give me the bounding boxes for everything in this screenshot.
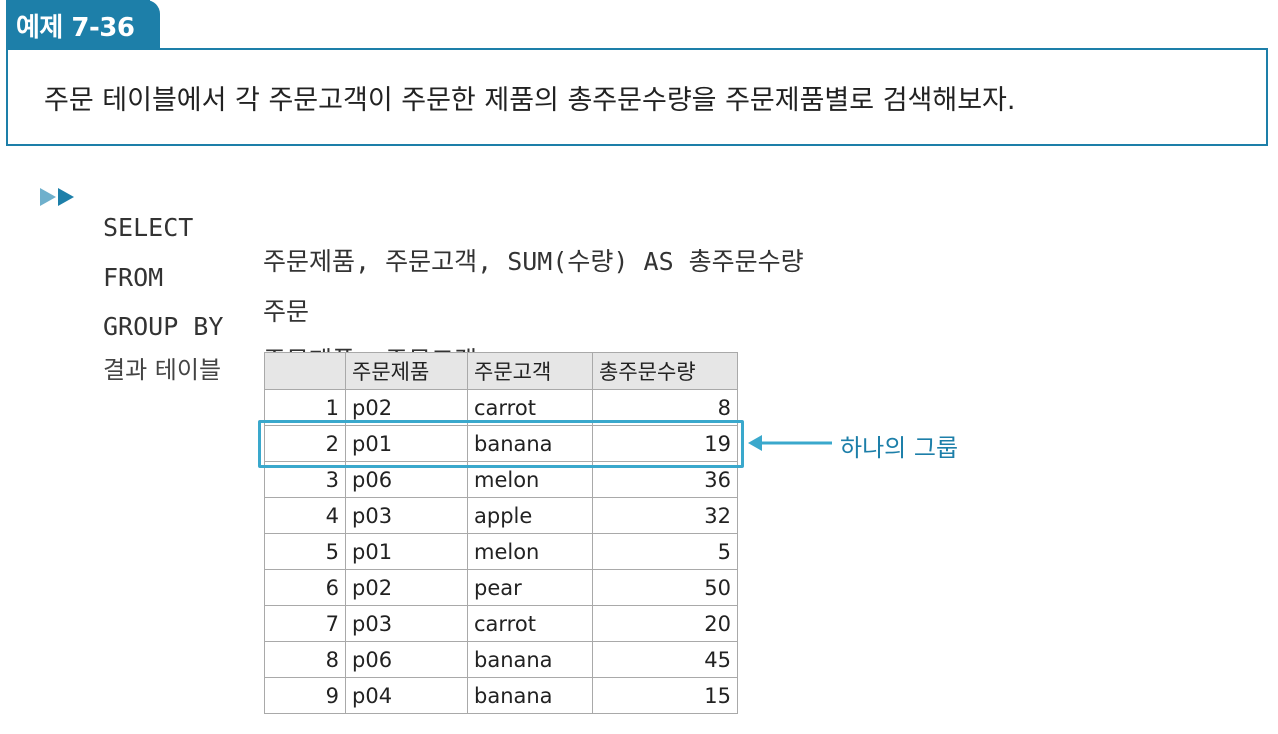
column-header-customer: 주문고객 (467, 352, 593, 390)
question-box: 주문 테이블에서 각 주문고객이 주문한 제품의 총주문수량을 주문제품별로 검… (6, 48, 1268, 146)
cell-index: 4 (264, 497, 346, 534)
cell-index: 7 (264, 605, 346, 642)
cell-customer: banana (467, 641, 593, 678)
cell-product: p03 (345, 605, 468, 642)
cell-customer: carrot (467, 605, 593, 642)
result-table: 주문제품 주문고객 총주문수량 1 p02 carrot 8 2 p01 banana 19 3… (264, 352, 738, 714)
cell-quantity: 15 (592, 677, 738, 714)
cell-quantity: 20 (592, 605, 738, 642)
sql-clause: 주문제품, 주문고객, SUM(수량) AS 총주문수량 (263, 247, 804, 276)
cell-product: p01 (345, 533, 468, 570)
sql-keyword: FROM (103, 263, 164, 292)
table-row: 4 p03 apple 32 (264, 497, 738, 534)
example-label: 예제 7-36 (6, 0, 160, 50)
column-header-quantity: 총주문수량 (592, 352, 738, 390)
cell-quantity: 8 (592, 389, 738, 426)
cell-customer: pear (467, 569, 593, 606)
cell-product: p04 (345, 677, 468, 714)
question-text: 주문 테이블에서 각 주문고객이 주문한 제품의 총주문수량을 주문제품별로 검… (44, 84, 1016, 116)
sql-keyword: SELECT (103, 213, 194, 242)
column-header-product: 주문제품 (345, 352, 468, 390)
callout-text: 하나의 그룹 (840, 434, 959, 462)
cell-quantity: 45 (592, 641, 738, 678)
cell-index: 6 (264, 569, 346, 606)
table-row: 5 p01 melon 5 (264, 533, 738, 570)
cell-quantity: 32 (592, 497, 738, 534)
cell-customer: banana (467, 677, 593, 714)
double-arrow-icon (40, 188, 74, 206)
table-row: 1 p02 carrot 8 (264, 389, 738, 426)
sql-keyword: GROUP BY (103, 312, 224, 341)
column-header-index (264, 352, 346, 390)
cell-index: 8 (264, 641, 346, 678)
cell-customer: carrot (467, 389, 593, 426)
cell-customer: apple (467, 497, 593, 534)
cell-customer: melon (467, 533, 593, 570)
cell-index: 2 (264, 425, 346, 462)
cell-quantity: 5 (592, 533, 738, 570)
cell-product: p02 (345, 389, 468, 426)
result-label: 결과 테이블 (103, 356, 222, 384)
sql-clause: 주문 (263, 297, 310, 326)
table-row: 6 p02 pear 50 (264, 569, 738, 606)
cell-index: 1 (264, 389, 346, 426)
cell-product: p02 (345, 569, 468, 606)
cell-quantity: 50 (592, 569, 738, 606)
cell-product: p01 (345, 425, 468, 462)
table-row: 9 p04 banana 15 (264, 677, 738, 714)
sql-line-select: SELECT 주문제품, 주문고객, SUM(수량) AS 총주문수량 (103, 184, 804, 276)
cell-index: 5 (264, 533, 346, 570)
table-row: 8 p06 banana 45 (264, 641, 738, 678)
cell-product: p06 (345, 641, 468, 678)
cell-product: p03 (345, 497, 468, 534)
left-arrow-icon (748, 435, 832, 451)
table-row: 7 p03 carrot 20 (264, 605, 738, 642)
sql-line-from: FROM 주문 (103, 234, 309, 326)
group-highlight-box (258, 420, 744, 468)
table-header-row: 주문제품 주문고객 총주문수량 (264, 352, 738, 390)
cell-index: 9 (264, 677, 346, 714)
